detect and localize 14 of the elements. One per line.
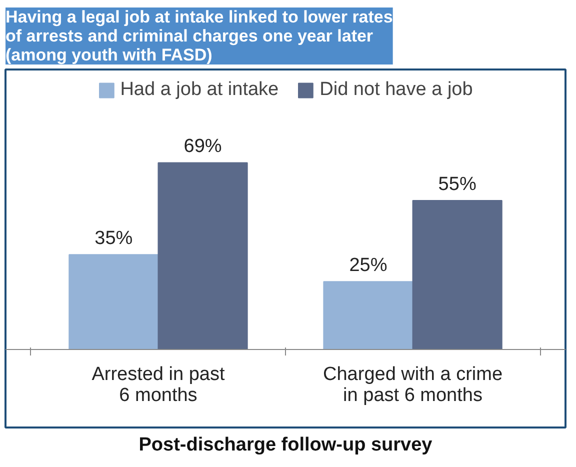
bar: [68, 254, 159, 350]
x-tick-label: Arrested in past 6 months: [92, 364, 226, 406]
legend-label: Had a job at intake: [120, 79, 279, 101]
x-tick-label: Charged with a crime in past 6 months: [323, 364, 503, 406]
data-label: 35%: [94, 228, 133, 250]
data-label: 25%: [349, 255, 388, 276]
data-label: 55%: [438, 174, 476, 195]
bar: [323, 281, 414, 350]
bar: [158, 162, 248, 350]
x-axis-title: Post-discharge follow-up survey: [138, 434, 433, 456]
chart-title: Having a legal job at intake linked to lower rates of arrests and criminal charges one year later (among youth with FASD): [6, 8, 393, 64]
legend-label: Did not have a job: [320, 79, 473, 101]
bar: [412, 200, 502, 350]
data-label: 69%: [184, 136, 222, 158]
